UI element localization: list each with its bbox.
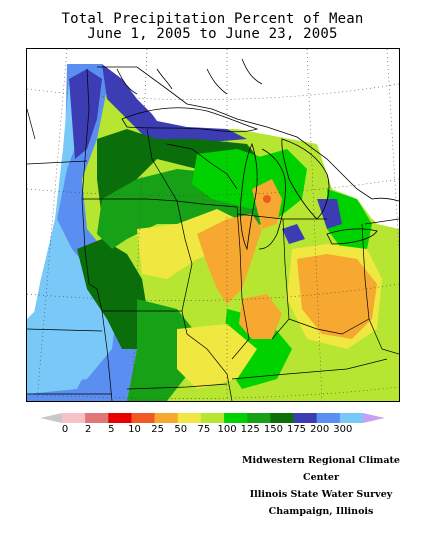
legend-tick-label: 75 <box>197 424 211 435</box>
border-ia-ne <box>88 283 103 312</box>
legend-tick-label: 175 <box>286 424 307 435</box>
border-ky-tn <box>231 358 388 380</box>
graticule <box>27 49 399 401</box>
legend-tick-label: 25 <box>151 424 164 435</box>
legend-tick-label: 150 <box>263 424 283 435</box>
border-ia-il <box>176 200 193 312</box>
credits: Midwestern Regional Climate Center Illin… <box>226 452 416 520</box>
legend-swatch <box>247 413 271 423</box>
graticule-line-6 <box>131 49 148 401</box>
graticule-line-2 <box>27 178 399 196</box>
border-in-oh <box>271 218 290 340</box>
legend-swatch <box>154 413 179 423</box>
legend-above-arrow <box>363 413 385 423</box>
state-borders <box>27 68 399 401</box>
credit-line-1: Midwestern Regional Climate Center <box>242 455 400 483</box>
legend-tick-label: 300 <box>333 424 353 435</box>
border-mo-il <box>181 310 233 401</box>
region-bright-green-east <box>327 189 372 249</box>
legend-swatch <box>293 413 317 423</box>
lake-ontario-outline <box>371 197 399 202</box>
border-mn-wi <box>146 128 178 202</box>
region-light-blue-southwest <box>27 289 97 394</box>
border-oh-pa <box>361 223 370 320</box>
border-wi-il <box>176 200 238 208</box>
graticule-line-5 <box>36 49 68 401</box>
credit-line-3: Champaign, Illinois <box>268 506 374 517</box>
legend-swatch <box>62 413 86 423</box>
canada-border <box>97 66 373 200</box>
legend-tick-label: 0 <box>61 424 69 435</box>
legend-tick-label: 125 <box>240 424 260 435</box>
region-dark-blue-north <box>102 64 247 144</box>
border-dakota-west <box>27 108 36 140</box>
border-oh-ky-wv <box>288 318 370 335</box>
region-orange-ohio <box>297 254 377 339</box>
legend-swatch <box>200 413 225 423</box>
precipitation-map <box>26 48 400 402</box>
legend-tick-label: 100 <box>217 424 237 435</box>
region-dark-blue-lake <box>317 199 342 229</box>
lake-michigan-outline <box>239 142 258 251</box>
legend-bar <box>40 413 385 423</box>
michigan-peninsula-outline <box>258 148 286 250</box>
graticule-line-3 <box>27 283 399 301</box>
region-orange-indiana <box>239 294 282 339</box>
legend-tick-label: 200 <box>310 424 330 435</box>
legend-tick-label: 5 <box>108 424 115 435</box>
map-svg <box>27 49 399 401</box>
legend-swatch <box>177 413 202 423</box>
graticule-line-4 <box>27 386 399 399</box>
border-nd-sd <box>27 160 88 165</box>
border-ny-pa <box>364 218 399 225</box>
border-mn-ia <box>82 198 178 202</box>
border-va-wv <box>368 318 399 355</box>
legend-swatch <box>108 413 132 423</box>
color-legend <box>40 413 385 443</box>
legend-tick-label: 10 <box>128 424 141 435</box>
legend-tick-label: 2 <box>85 424 92 435</box>
title-line-2: June 1, 2005 to June 23, 2005 <box>87 26 338 42</box>
region-dark-blue-mi-thumb <box>282 224 305 244</box>
legend-swatch <box>270 413 294 423</box>
region-orange-illinois <box>197 214 262 304</box>
legend-tick-labels: 0 2 5 10 25 50 75 100 125 150 175 200 300 <box>40 424 385 438</box>
credit-line-2: Illinois State Water Survey <box>249 489 393 500</box>
legend-swatch <box>131 413 155 423</box>
border-mn-west <box>81 68 90 200</box>
legend-swatch <box>224 413 248 423</box>
region-dark-blue-nw <box>69 69 102 159</box>
border-ne-ks <box>27 328 103 332</box>
map-title: Total Precipitation Percent of Mean June… <box>0 12 425 42</box>
lake-superior-outline <box>121 107 259 133</box>
graticule-line-8 <box>306 49 323 401</box>
coastlines <box>97 58 399 251</box>
region-green-southwest <box>127 299 197 401</box>
border-il-in <box>231 206 250 360</box>
border-mo-west <box>101 310 113 401</box>
border-mi-in-oh <box>236 213 327 220</box>
legend-tick-label: 50 <box>174 424 188 435</box>
region-dark-green-west <box>77 239 147 349</box>
region-yellow-south <box>177 324 257 389</box>
legend-swatch <box>316 413 341 423</box>
graticule-line-1 <box>27 83 399 100</box>
legend-swatch <box>85 413 109 423</box>
border-wi-mi <box>166 143 238 190</box>
legend-swatches <box>62 413 364 423</box>
region-red-orange-spot <box>263 195 271 203</box>
lake-erie-outline <box>326 228 378 245</box>
no-data-northeast <box>107 49 399 229</box>
border-sd-mn <box>81 198 90 285</box>
title-line-1: Total Precipitation Percent of Mean <box>61 11 364 27</box>
border-ar-mo <box>126 383 228 390</box>
hudson-coast <box>116 58 263 95</box>
graticule-line-9 <box>386 49 399 250</box>
legend-below-arrow <box>40 413 62 423</box>
legend-swatch <box>339 413 364 423</box>
